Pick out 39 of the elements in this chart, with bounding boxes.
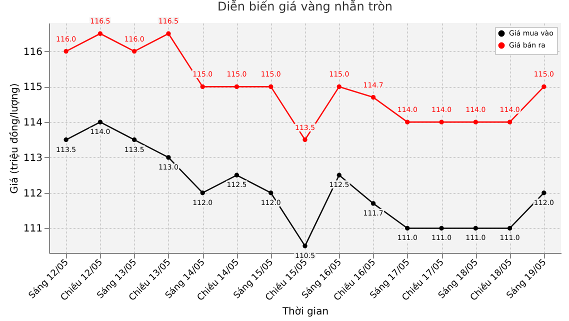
y-tick-label: 114 (23, 118, 42, 129)
y-tick-label: 115 (23, 82, 42, 94)
point (166, 155, 171, 160)
point (439, 226, 444, 231)
point (370, 94, 376, 100)
point (302, 244, 308, 248)
x-axis-title: Thời gian (281, 306, 329, 318)
point (64, 48, 68, 54)
point (234, 172, 240, 178)
point (302, 137, 308, 142)
point (132, 137, 137, 142)
point (234, 84, 240, 90)
point (336, 172, 342, 178)
point (336, 84, 342, 90)
y-axis-title: Giá (triệu đồng/lượng) (8, 83, 20, 194)
point (542, 84, 546, 90)
point (132, 48, 137, 54)
y-tick-label: 116 (23, 46, 42, 58)
point (268, 190, 274, 196)
point (405, 226, 410, 231)
point (98, 31, 103, 36)
point (200, 190, 205, 196)
point (473, 120, 478, 124)
point (200, 84, 205, 90)
point (166, 31, 171, 36)
point (439, 120, 444, 124)
y-tick-label: 113 (23, 152, 42, 164)
point (507, 120, 512, 124)
point (473, 226, 478, 231)
y-tick-label: 111 (23, 224, 42, 235)
point (98, 120, 103, 124)
y-tick-label: 112 (23, 188, 42, 200)
point (64, 137, 68, 142)
point (268, 84, 274, 90)
point (370, 201, 376, 206)
point (542, 190, 546, 196)
chart-title: Diễn biến giá vàng nhẫn tròn (217, 0, 393, 14)
point (405, 120, 410, 124)
point (507, 226, 512, 231)
